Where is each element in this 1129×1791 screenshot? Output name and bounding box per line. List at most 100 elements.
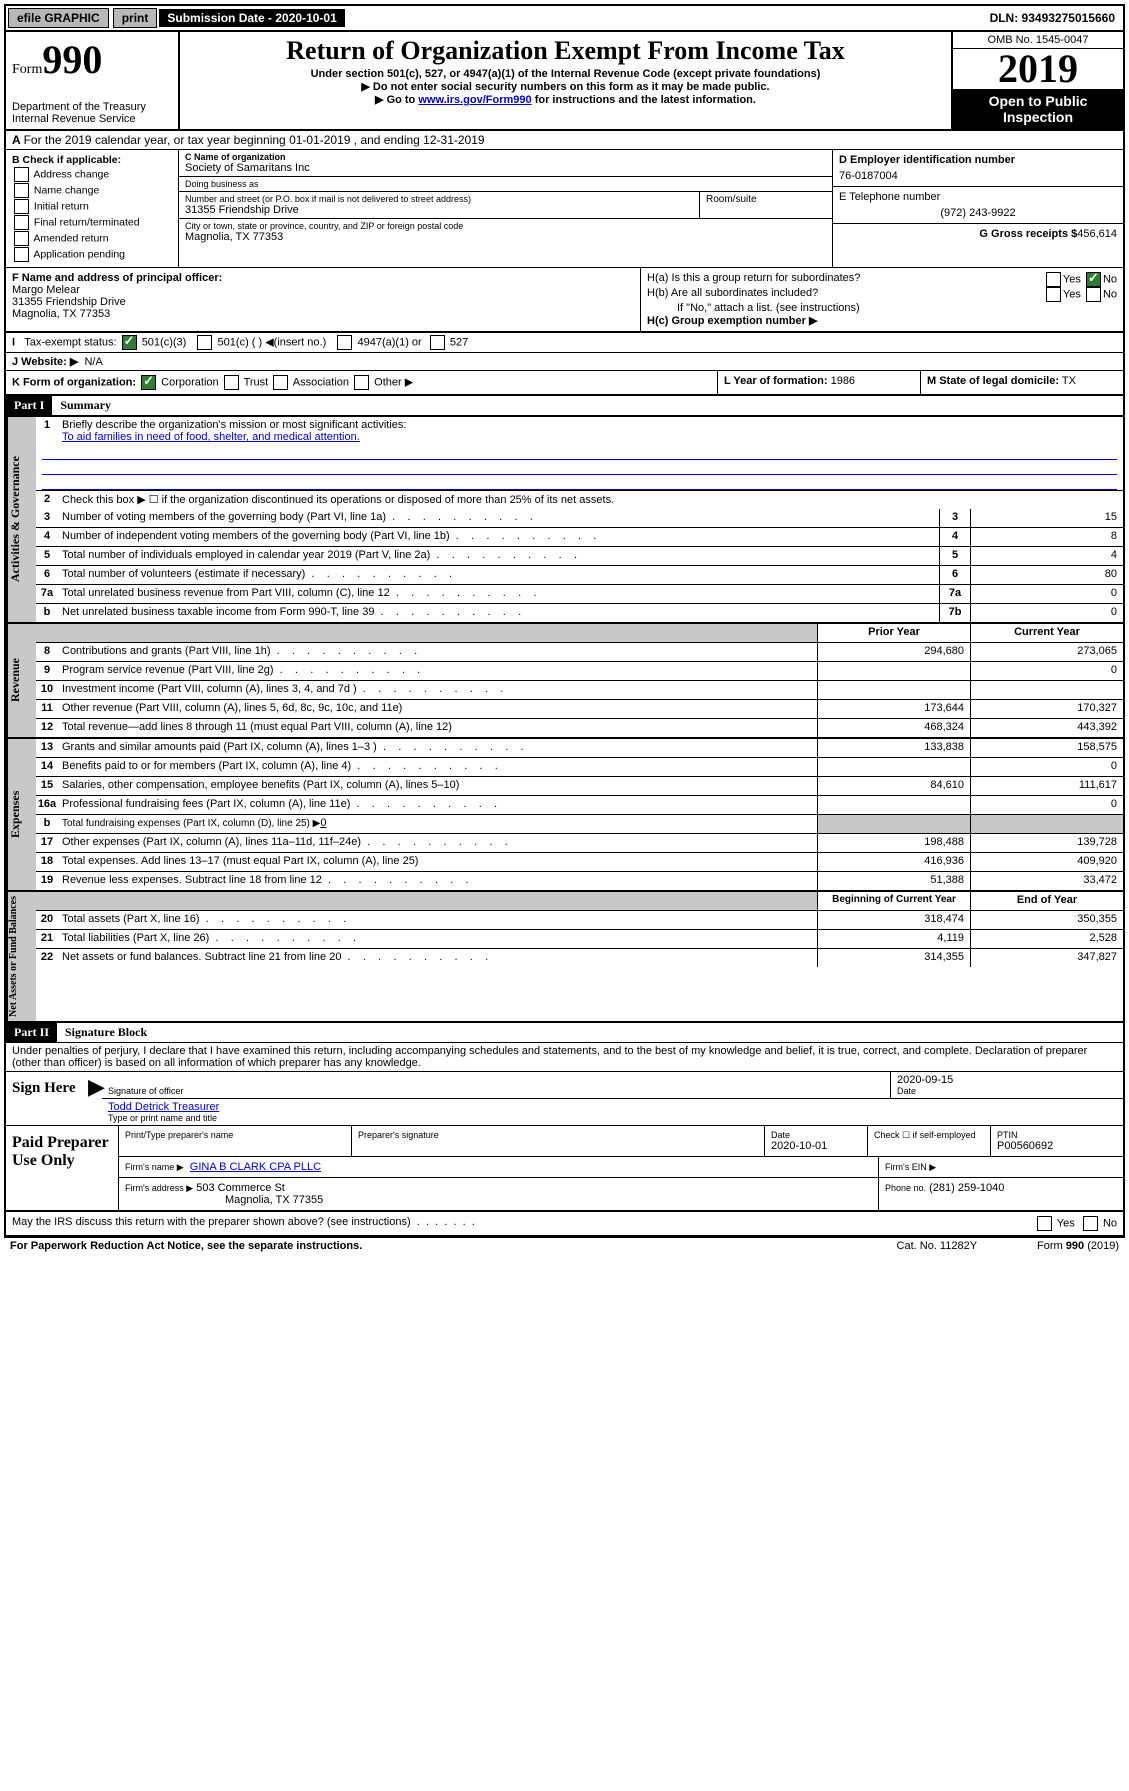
initial-return-checkbox[interactable] xyxy=(14,199,29,214)
501c-checkbox[interactable] xyxy=(197,335,212,350)
firm-address-1: 503 Commerce St xyxy=(196,1182,285,1194)
discuss-row: May the IRS discuss this return with the… xyxy=(6,1212,1123,1236)
sig-date: 2020-09-15 xyxy=(897,1074,1117,1086)
other-checkbox[interactable] xyxy=(354,375,369,390)
form-title: Return of Organization Exempt From Incom… xyxy=(184,36,947,66)
hb-yes-checkbox[interactable] xyxy=(1046,287,1061,302)
line-6-value: 80 xyxy=(970,566,1123,584)
line-11-prior: 173,644 xyxy=(817,700,970,718)
website-value: N/A xyxy=(84,356,102,368)
instructions-link[interactable]: www.irs.gov/Form990 xyxy=(418,94,531,106)
org-info-block: B Check if applicable: Address change Na… xyxy=(6,150,1123,268)
corp-checkbox[interactable] xyxy=(141,375,156,390)
hb-note: If "No," attach a list. (see instruction… xyxy=(647,302,1117,314)
line-13-prior: 133,838 xyxy=(817,739,970,757)
section-j: J Website: ▶ N/A xyxy=(6,353,1123,371)
hb-label: H(b) Are all subordinates included? xyxy=(647,287,1044,302)
line-7b-value: 0 xyxy=(970,604,1123,622)
year-formation: 1986 xyxy=(831,375,855,387)
governance-tab: Activities & Governance xyxy=(6,417,36,622)
line-12-prior: 468,324 xyxy=(817,719,970,737)
ha-yes-checkbox[interactable] xyxy=(1046,272,1061,287)
officer-name: Margo Melear xyxy=(12,284,80,296)
part-2-header: Part IISignature Block xyxy=(6,1023,1123,1043)
org-name-label: C Name of organization xyxy=(185,152,826,162)
subtitle-3: Go to www.irs.gov/Form990 for instructio… xyxy=(184,93,947,106)
name-change-checkbox[interactable] xyxy=(14,183,29,198)
form-version: Form 990 (2019) xyxy=(1037,1240,1119,1252)
line-16a-current: 0 xyxy=(970,796,1123,814)
footer-bottom: For Paperwork Reduction Act Notice, see … xyxy=(4,1238,1125,1254)
state-domicile: TX xyxy=(1062,375,1076,387)
paid-preparer-block: Paid Preparer Use Only Print/Type prepar… xyxy=(6,1126,1123,1212)
line-12-current: 443,392 xyxy=(970,719,1123,737)
city-label: City or town, state or province, country… xyxy=(185,221,826,231)
prep-date: 2020-10-01 xyxy=(771,1140,861,1152)
line-3-value: 15 xyxy=(970,509,1123,527)
line-a: A For the 2019 calendar year, or tax yea… xyxy=(6,131,1123,150)
final-return-checkbox[interactable] xyxy=(14,215,29,230)
section-h: H(a) Is this a group return for subordin… xyxy=(640,268,1123,331)
ha-label: H(a) Is this a group return for subordin… xyxy=(647,272,1044,287)
street-value: 31355 Friendship Drive xyxy=(185,204,693,216)
trust-checkbox[interactable] xyxy=(224,375,239,390)
part-1-header: Part ISummary xyxy=(6,396,1123,417)
cat-no: Cat. No. 11282Y xyxy=(897,1240,978,1252)
ein-label: D Employer identification number xyxy=(839,154,1117,166)
addr-change-checkbox[interactable] xyxy=(14,167,29,182)
net-assets-block: Net Assets or Fund Balances Beginning of… xyxy=(6,892,1123,1023)
form-frame: Form990 Department of the Treasury Inter… xyxy=(4,32,1125,1238)
4947-checkbox[interactable] xyxy=(337,335,352,350)
section-klm: K Form of organization: Corporation Trus… xyxy=(6,371,1123,396)
subtitle-2: Do not enter social security numbers on … xyxy=(184,80,947,93)
firm-phone: (281) 259-1040 xyxy=(929,1182,1004,1194)
line-19-prior: 51,388 xyxy=(817,872,970,890)
discuss-no-checkbox[interactable] xyxy=(1083,1216,1098,1231)
section-i: I Tax-exempt status: 501(c)(3) 501(c) ( … xyxy=(6,332,1123,353)
line-15-prior: 84,610 xyxy=(817,777,970,795)
amended-checkbox[interactable] xyxy=(14,231,29,246)
irs-label: Internal Revenue Service xyxy=(12,113,172,125)
firm-address-2: Magnolia, TX 77355 xyxy=(125,1194,323,1206)
dba-label: Doing business as xyxy=(185,179,826,189)
firm-name-link[interactable]: GINA B CLARK CPA PLLC xyxy=(190,1161,321,1173)
line-14-prior xyxy=(817,758,970,776)
app-pending-checkbox[interactable] xyxy=(14,247,29,262)
section-c: C Name of organization Society of Samari… xyxy=(179,150,832,267)
gross-receipts-value: 456,614 xyxy=(1077,228,1117,240)
hc-label: H(c) Group exemption number ▶ xyxy=(647,314,1117,327)
section-f: F Name and address of principal officer:… xyxy=(6,268,640,331)
line-4-value: 8 xyxy=(970,528,1123,546)
501c3-checkbox[interactable] xyxy=(122,335,137,350)
line-20-prior: 318,474 xyxy=(817,911,970,929)
discuss-yes-checkbox[interactable] xyxy=(1037,1216,1052,1231)
officer-type-name[interactable]: Todd Detrick Treasurer xyxy=(108,1101,219,1113)
assoc-checkbox[interactable] xyxy=(273,375,288,390)
line-16a-prior xyxy=(817,796,970,814)
dln-label: DLN: 93493275015660 xyxy=(982,9,1123,27)
efile-button[interactable]: efile GRAPHIC xyxy=(8,8,109,28)
line-13-current: 158,575 xyxy=(970,739,1123,757)
hb-no-checkbox[interactable] xyxy=(1086,287,1101,302)
gross-receipts-label: G Gross receipts $ xyxy=(979,228,1077,240)
tax-year: 2019 xyxy=(953,49,1123,89)
mission-text: To aid families in need of food, shelter… xyxy=(62,431,360,443)
line-10-prior xyxy=(817,681,970,699)
phone-value: (972) 243-9922 xyxy=(839,207,1117,219)
ha-no-checkbox[interactable] xyxy=(1086,272,1101,287)
phone-label: E Telephone number xyxy=(839,191,1117,203)
expenses-tab: Expenses xyxy=(6,739,36,890)
officer-city: Magnolia, TX 77353 xyxy=(12,308,110,320)
revenue-tab: Revenue xyxy=(6,624,36,737)
perjury-statement: Under penalties of perjury, I declare th… xyxy=(6,1043,1123,1072)
street-label: Number and street (or P.O. box if mail i… xyxy=(185,194,693,204)
submission-date: Submission Date - 2020-10-01 xyxy=(159,9,344,27)
net-assets-tab: Net Assets or Fund Balances xyxy=(6,892,36,1021)
line-17-current: 139,728 xyxy=(970,834,1123,852)
officer-street: 31355 Friendship Drive xyxy=(12,296,126,308)
expenses-block: Expenses 13Grants and similar amounts pa… xyxy=(6,739,1123,892)
527-checkbox[interactable] xyxy=(430,335,445,350)
line-9-current: 0 xyxy=(970,662,1123,680)
print-button[interactable]: print xyxy=(113,8,158,28)
dept-label: Department of the Treasury xyxy=(12,101,172,113)
